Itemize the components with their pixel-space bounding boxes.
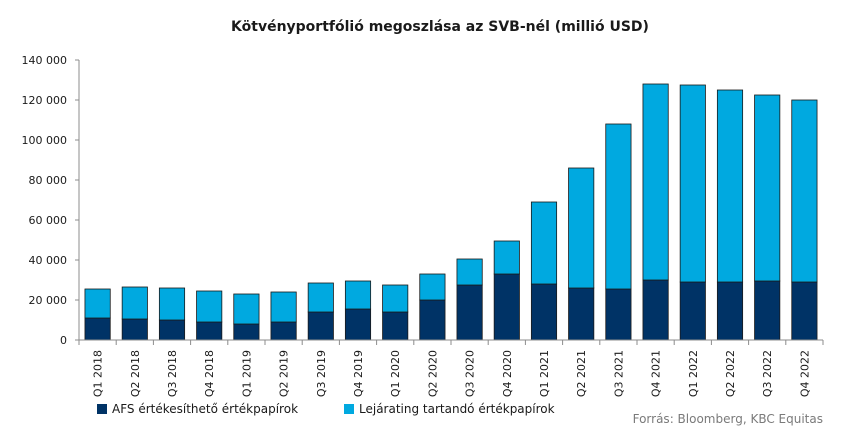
bar-htm (679, 84, 706, 283)
legend-label-htm: Lejárating tartandó értékpapírok (359, 402, 555, 416)
x-axis: Q1 2018 Q2 2018 Q3 2018 Q4 2018 Q1 2019 Q2 20… (78, 339, 824, 397)
x-tick-label: Q1 2019 (240, 350, 253, 397)
y-tick-label: 120 000 (22, 94, 68, 107)
bar-afs (419, 299, 446, 341)
bar-htm (233, 293, 260, 325)
y-tick-label: 0 (60, 334, 67, 347)
bar-htm (419, 273, 446, 301)
x-tick-label: Q4 2022 (798, 350, 811, 397)
bar-htm (270, 291, 297, 323)
legend-swatch-htm (344, 404, 354, 414)
x-tick-label: Q2 2022 (724, 350, 737, 397)
y-axis: 0 20 000 40 000 60 000 80 000 100 000 120 000 1… (22, 54, 80, 347)
x-tick-label: Q4 2020 (501, 350, 514, 397)
x-tick-label: Q2 2019 (278, 350, 291, 397)
bar-htm (716, 89, 744, 283)
bar-afs (568, 287, 595, 341)
bar-htm (791, 99, 818, 283)
x-tick-label: Q2 2018 (129, 350, 142, 397)
bar-htm (382, 284, 409, 313)
bar-afs (270, 321, 297, 341)
bar-afs (196, 321, 223, 341)
x-tick-label: Q3 2019 (315, 350, 328, 397)
y-tick-label: 40 000 (29, 254, 68, 267)
bar-htm (344, 280, 372, 310)
chart-title: Kötvényportfólió megoszlása az SVB-nél (… (231, 19, 649, 35)
x-tick-label: Q1 2018 (92, 350, 105, 397)
x-tick-label: Q2 2021 (575, 350, 588, 397)
legend: AFS értékesíthető értékpapírok Lejáratin… (97, 402, 555, 416)
bar-afs (791, 281, 818, 341)
x-tick-label: Q1 2022 (687, 350, 700, 397)
bar-afs (716, 281, 744, 341)
bar-afs (121, 318, 148, 341)
legend-label-afs: AFS értékesíthető értékpapírok (112, 402, 298, 416)
x-tick-label: Q3 2021 (612, 350, 625, 397)
x-tick-label: Q4 2019 (352, 350, 365, 397)
bar-afs (605, 288, 632, 341)
bar-afs (382, 311, 409, 341)
bar-afs (493, 273, 520, 341)
bar-htm (754, 94, 781, 282)
x-tick-label: Q3 2018 (166, 350, 179, 397)
bar-afs (679, 281, 706, 341)
bar-afs (307, 311, 334, 341)
y-tick-label: 80 000 (29, 174, 68, 187)
y-tick-label: 140 000 (22, 54, 68, 67)
bar-afs (344, 308, 372, 341)
bar-htm (456, 258, 483, 286)
bar-htm (196, 290, 223, 323)
bar-htm (530, 201, 558, 285)
bar-afs (754, 280, 781, 341)
bars (84, 83, 818, 341)
y-tick-label: 60 000 (29, 214, 68, 227)
bar-afs (158, 319, 186, 341)
x-tick-label: Q2 2020 (426, 350, 439, 397)
bar-htm (493, 240, 520, 275)
legend-swatch-afs (97, 404, 107, 414)
x-tick-label: Q3 2020 (464, 350, 477, 397)
x-tick-label: Q1 2021 (538, 350, 551, 397)
x-tick-label: Q4 2021 (650, 350, 663, 397)
source-note: Forrás: Bloomberg, KBC Equitas (633, 412, 823, 426)
bar-htm (642, 83, 669, 281)
y-tick-label: 100 000 (22, 134, 68, 147)
x-tick-label: Q4 2018 (203, 350, 216, 397)
bar-htm (307, 282, 334, 313)
bar-htm (568, 167, 595, 289)
bar-afs (84, 317, 111, 341)
bar-afs (530, 283, 558, 341)
bar-htm (121, 286, 148, 320)
x-tick-label: Q1 2020 (389, 350, 402, 397)
bar-afs (642, 279, 669, 341)
bar-htm (84, 288, 111, 319)
bar-afs (456, 284, 483, 341)
bar-htm (158, 287, 186, 321)
bar-afs (233, 323, 260, 341)
x-tick-label: Q3 2022 (761, 350, 774, 397)
y-tick-label: 20 000 (29, 294, 68, 307)
bar-htm (605, 123, 632, 290)
